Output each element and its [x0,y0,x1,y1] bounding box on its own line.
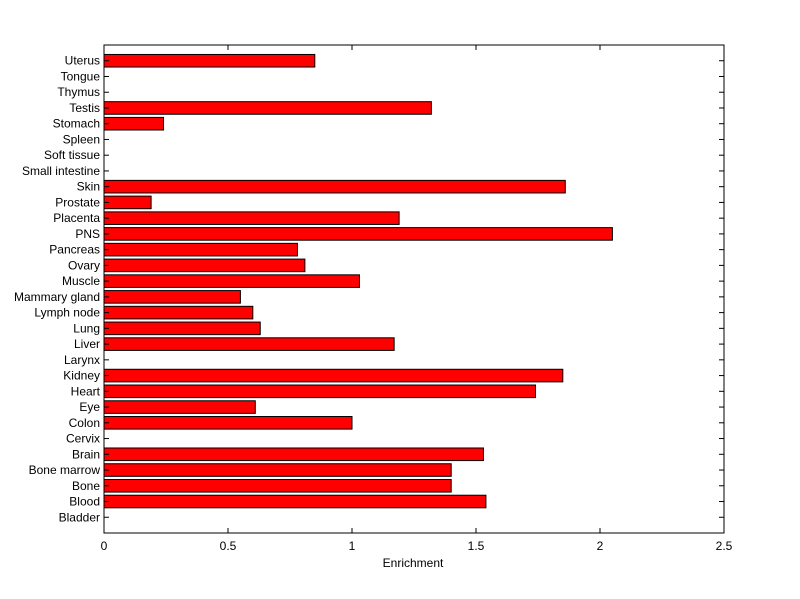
bar-bone [103,478,452,493]
x-tick-label: 2 [597,539,604,553]
y-tick-label-ovary: Ovary [68,258,100,272]
bar-stomach [103,116,165,131]
axes-box [103,44,725,534]
bar-colon [103,416,353,430]
bar-liver [103,337,395,351]
y-tick-label-muscle: Muscle [62,274,100,288]
bar-pancreas [103,242,298,257]
y-tick-label-heart: Heart [71,384,101,398]
bar-mammary-gland [103,290,241,304]
bar-brain [103,447,484,462]
y-tick-label-prostate: Prostate [55,195,100,209]
y-tick-label-uterus: Uterus [65,54,100,68]
y-tick-label-skin: Skin [77,180,100,194]
y-tick-label-testis: Testis [69,101,100,115]
x-tick-label: 0 [101,539,108,553]
bar-lymph-node [103,305,254,320]
y-tick-label-liver: Liver [74,337,100,351]
bar-eye [103,400,256,414]
y-tick-label-mammary-gland: Mammary gland [14,290,100,304]
y-tick-label-placenta: Placenta [53,211,100,225]
y-tick-label-spleen: Spleen [63,132,100,146]
bar-uterus [103,53,316,68]
x-tick-label: 1 [349,539,356,553]
y-tick-label-larynx: Larynx [64,353,100,367]
bar-blood [103,494,487,509]
bar-heart [103,384,537,399]
y-tick-label-soft-tissue: Soft tissue [44,148,100,162]
y-tick-label-small-intestine: Small intestine [22,164,100,178]
x-tick-label: 2.5 [716,539,733,553]
y-tick-label-lymph-node: Lymph node [34,306,100,320]
y-tick-label-kidney: Kidney [63,369,100,383]
y-tick-label-stomach: Stomach [53,117,100,131]
bar-prostate [103,195,152,210]
bar-bone-marrow [103,463,452,477]
y-tick-label-tongue: Tongue [61,69,101,83]
bar-testis [103,101,432,115]
bar-ovary [103,258,306,273]
y-tick-label-blood: Blood [69,495,100,509]
y-tick-label-pancreas: Pancreas [49,243,100,257]
bar-kidney [103,368,564,383]
x-axis-label: Enrichment [383,556,444,570]
x-ticks-group: 0 0.5 1 1.5 2 2.5 [101,45,733,553]
bar-pns [103,227,613,241]
y-tick-label-lung: Lung [73,321,100,335]
y-tick-label-bone-marrow: Bone marrow [29,463,101,477]
y-tick-label-bladder: Bladder [59,510,100,524]
bar-placenta [103,211,400,225]
bar-muscle [103,274,360,288]
y-tick-label-pns: PNS [75,227,100,241]
bar-skin [103,179,566,194]
x-tick-label: 0.5 [220,539,237,553]
y-tick-label-bone: Bone [72,479,100,493]
y-tick-label-brain: Brain [72,447,100,461]
y-tick-label-cervix: Cervix [66,432,100,446]
x-tick-label: 1.5 [468,539,485,553]
bar-lung [103,321,261,336]
y-tick-label-colon: Colon [69,416,100,430]
y-tick-label-thymus: Thymus [57,85,100,99]
y-tick-label-eye: Eye [79,400,100,414]
